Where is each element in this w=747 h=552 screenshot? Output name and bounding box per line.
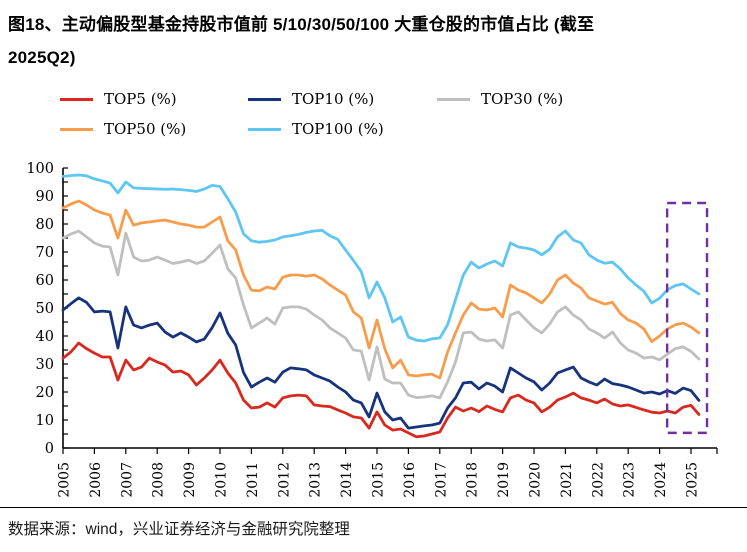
x-tick-label: 2015 xyxy=(371,462,387,498)
series-line-top10 xyxy=(61,296,701,430)
top30-line-swatch xyxy=(437,97,470,101)
x-tick-label: 2009 xyxy=(182,462,198,498)
top5-line-swatch xyxy=(60,97,93,101)
x-tick-label: 2025 xyxy=(685,462,701,498)
x-tick-label: 2014 xyxy=(339,462,355,498)
top50-line-swatch xyxy=(60,127,93,131)
legend-label-top10: TOP10 (%) xyxy=(292,90,375,108)
x-tick-label: 2020 xyxy=(528,462,544,498)
x-tick-label: 2018 xyxy=(465,462,481,498)
highlight-box xyxy=(665,201,709,435)
top10-line-swatch xyxy=(248,97,281,101)
x-tick-label: 2010 xyxy=(214,462,230,498)
y-tick-label: 40 xyxy=(36,329,54,345)
x-tick-label: 2007 xyxy=(119,462,135,498)
legend-label-top30: TOP30 (%) xyxy=(481,90,564,108)
y-tick-label: 70 xyxy=(36,245,54,261)
chart-title-line1: 图18、主动偏股型基金持股市值前 5/10/30/50/100 大重仓股的市值占… xyxy=(8,15,595,34)
footer-divider xyxy=(0,507,747,508)
x-tick-label: 2006 xyxy=(88,462,104,498)
chart-title-line2: 2025Q2) xyxy=(8,48,76,67)
y-tick-label: 20 xyxy=(36,385,54,401)
y-tick-label: 80 xyxy=(36,217,54,233)
series-line-top50 xyxy=(61,199,701,380)
x-tick-label: 2024 xyxy=(653,462,669,498)
legend-item-top5: TOP5 (%) xyxy=(60,90,177,108)
series-line-top30 xyxy=(61,229,701,400)
x-tick-label: 2016 xyxy=(402,462,418,498)
legend-label-top50: TOP50 (%) xyxy=(104,120,187,138)
legend-item-top100: TOP100 (%) xyxy=(248,120,384,138)
x-tick-label: 2021 xyxy=(559,462,575,498)
source-note: 数据来源：wind，兴业证券经济与金融研究院整理 xyxy=(8,521,350,538)
x-tick-label: 2017 xyxy=(433,462,449,498)
legend-item-top10: TOP10 (%) xyxy=(248,90,375,108)
series-line-top100 xyxy=(61,173,701,343)
legend-label-top5: TOP5 (%) xyxy=(104,90,177,108)
x-tick-label: 2011 xyxy=(245,462,261,498)
y-tick-label: 50 xyxy=(36,301,54,317)
x-tick-label: 2005 xyxy=(57,462,73,498)
y-tick-label: 30 xyxy=(36,357,54,373)
series-line-top5 xyxy=(61,341,701,439)
x-tick-label: 2013 xyxy=(308,462,324,498)
x-tick-label: 2012 xyxy=(276,462,292,498)
chart-title: 图18、主动偏股型基金持股市值前 5/10/30/50/100 大重仓股的市值占… xyxy=(8,8,743,74)
legend-item-top50: TOP50 (%) xyxy=(60,120,187,138)
x-tick-label: 2019 xyxy=(496,462,512,498)
y-tick-label: 0 xyxy=(45,441,54,457)
x-tick-label: 2022 xyxy=(590,462,606,498)
x-tick-label: 2008 xyxy=(151,462,167,498)
x-tick-label: 2023 xyxy=(622,462,638,498)
y-tick-label: 90 xyxy=(36,189,54,205)
top100-line-swatch xyxy=(248,127,281,131)
y-tick-label: 100 xyxy=(26,161,54,177)
legend-item-top30: TOP30 (%) xyxy=(437,90,564,108)
y-tick-label: 60 xyxy=(36,273,54,289)
legend-label-top100: TOP100 (%) xyxy=(292,120,384,138)
y-tick-label: 10 xyxy=(36,413,54,429)
